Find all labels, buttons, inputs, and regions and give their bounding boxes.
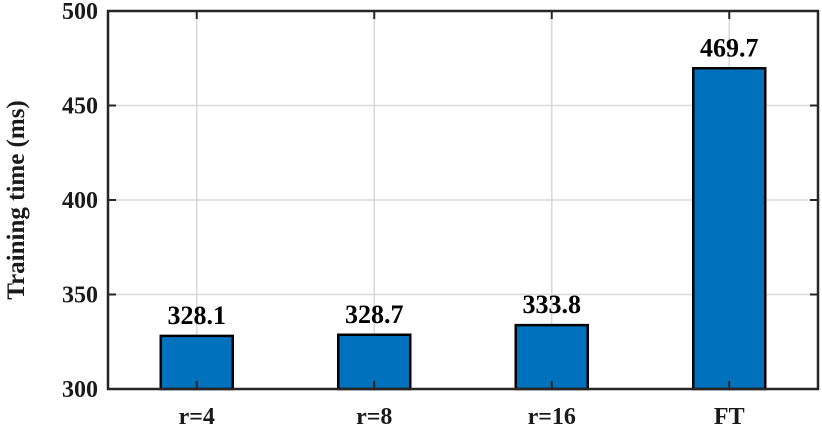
x-axis-ticks: r=4 r=8 r=16 FT xyxy=(179,11,745,430)
data-label: 333.8 xyxy=(523,290,582,319)
bar-r=16 xyxy=(514,323,589,391)
x-tick-label: FT xyxy=(714,404,745,430)
y-tick-label: 450 xyxy=(62,94,98,120)
bar-r=8 xyxy=(337,333,412,391)
y-tick-label: 500 xyxy=(62,0,98,25)
bar-FT xyxy=(692,67,767,391)
data-label: 328.7 xyxy=(345,300,404,329)
x-tick-label: r=16 xyxy=(528,404,576,430)
y-tick-label: 300 xyxy=(62,377,98,403)
y-axis-title: Training time (ms) xyxy=(3,100,30,300)
data-label: 469.7 xyxy=(700,33,759,62)
data-labels: 328.1 328.7 333.8 469.7 xyxy=(168,33,759,330)
x-tick-label: r=4 xyxy=(179,404,215,430)
x-tick-label: r=8 xyxy=(356,404,392,430)
bars xyxy=(159,67,767,391)
y-axis-ticks: 300 350 400 450 500 xyxy=(62,0,818,403)
y-tick-label: 350 xyxy=(62,283,98,309)
y-tick-label: 400 xyxy=(62,188,98,214)
data-label: 328.1 xyxy=(168,301,227,330)
